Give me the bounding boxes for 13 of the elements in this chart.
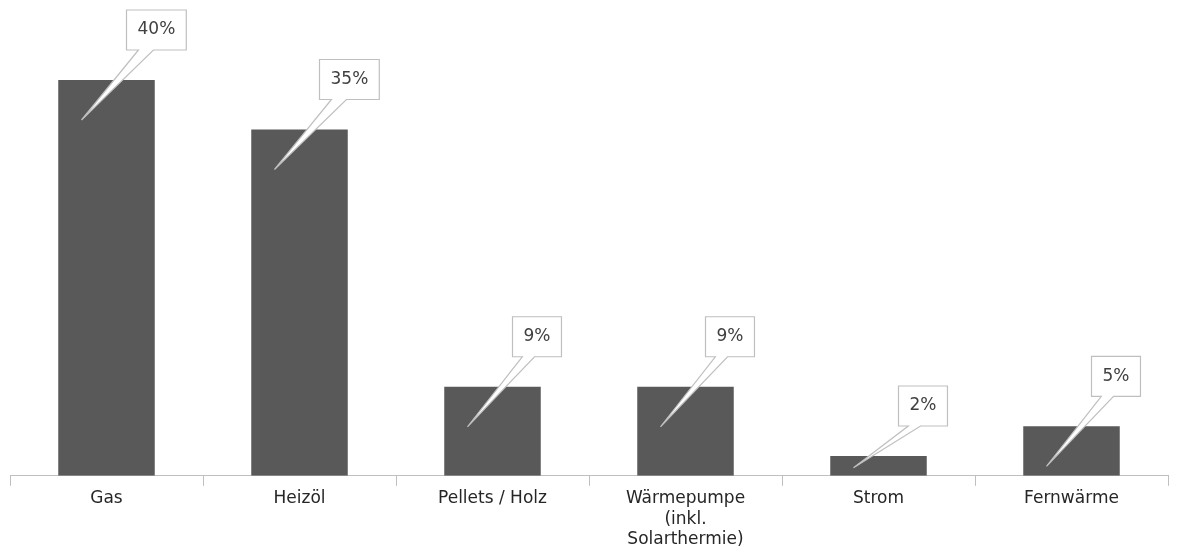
x-tick-label: Pellets / Holz: [438, 487, 548, 508]
x-tick-label: Gas: [90, 487, 123, 508]
data-label: 5%: [1102, 364, 1130, 385]
x-tick-label: Strom: [852, 487, 905, 508]
data-label: 9%: [716, 325, 744, 346]
x-tick-label: Fernwärme: [1024, 487, 1119, 508]
data-label: 40%: [137, 18, 176, 39]
data-label: 35%: [330, 67, 369, 88]
data-label: 9%: [523, 325, 551, 346]
data-label: 2%: [909, 394, 937, 415]
x-tick-label: Heizöl: [273, 487, 326, 508]
x-tick-label: Wärmepumpe (inkl. Solarthermie): [625, 487, 746, 549]
bar: [830, 456, 927, 476]
